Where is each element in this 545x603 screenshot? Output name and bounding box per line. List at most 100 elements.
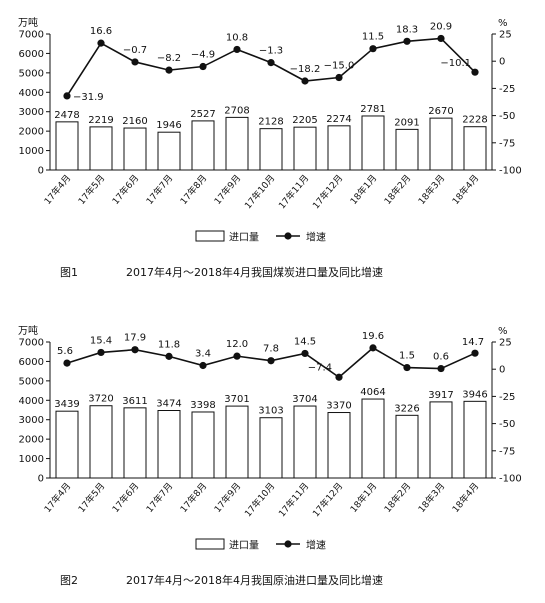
chart1-growth-point bbox=[403, 37, 411, 45]
chart1-growth-value-label: 11.5 bbox=[362, 32, 384, 43]
chart2-growth-point bbox=[369, 344, 377, 352]
chart2-bar-value-label: 3917 bbox=[428, 390, 453, 401]
chart2-growth-point bbox=[63, 359, 71, 367]
chart1-left-tick-label: 4000 bbox=[19, 88, 44, 99]
chart2-left-tick-label: 1000 bbox=[19, 454, 44, 465]
chart2-growth-value-label: 1.5 bbox=[399, 351, 415, 362]
chart2-growth-value-label: 0.6 bbox=[433, 352, 449, 363]
chart1-growth-point bbox=[199, 62, 207, 71]
chart2-left-tick-label: 4000 bbox=[19, 396, 44, 407]
chart2-growth-point bbox=[471, 349, 479, 357]
chart1-growth-value-label: −4.9 bbox=[191, 50, 215, 61]
chart2-growth-point bbox=[131, 346, 139, 354]
chart1-bar-value-label: 2228 bbox=[462, 115, 487, 126]
chart1-bar-value-label: 2781 bbox=[360, 104, 385, 115]
chart2-bar bbox=[191, 411, 215, 479]
chart1-growth-point bbox=[471, 68, 479, 76]
chart1-bar bbox=[429, 117, 453, 171]
chart2-category-label: 18年3月 bbox=[415, 480, 447, 515]
chart1-bar-value-label: 2205 bbox=[292, 115, 317, 126]
chart1-bar bbox=[327, 125, 351, 171]
chart1-category-label: 17年10月 bbox=[242, 172, 277, 211]
chart2-left-tick-label: 0 bbox=[38, 474, 44, 485]
chart1-category-label: 17年4月 bbox=[41, 172, 73, 207]
chart1-left-tick-label: 5000 bbox=[19, 68, 44, 79]
chart2-growth-value-label: 14.5 bbox=[294, 336, 316, 347]
chart1-bar-value-label: 2708 bbox=[224, 105, 249, 116]
chart1-growth-value-label: −18.2 bbox=[290, 64, 321, 75]
chart2-category-label: 18年1月 bbox=[347, 480, 379, 515]
chart2-growth-value-label: 12.0 bbox=[226, 339, 248, 350]
chart2-growth-point bbox=[233, 352, 241, 360]
chart2-right-unit: % bbox=[498, 326, 508, 337]
chart1-right-tick-label: -25 bbox=[499, 84, 515, 95]
chart1-right-tick-label: 0 bbox=[499, 57, 505, 68]
chart1-growth-value-label: 20.9 bbox=[430, 21, 452, 32]
chart1-bar-value-label: 2670 bbox=[428, 106, 453, 117]
chart2-bar bbox=[429, 401, 453, 479]
chart2-growth-value-label: 17.9 bbox=[124, 333, 146, 344]
chart2-left-unit: 万吨 bbox=[18, 324, 38, 337]
chart2-growth-point bbox=[165, 352, 173, 360]
chart2-bar-value-label: 3439 bbox=[54, 399, 79, 410]
chart2-bar bbox=[361, 398, 385, 479]
chart2-bar bbox=[259, 417, 283, 479]
chart1-category-label: 18年2月 bbox=[381, 172, 413, 207]
chart2-growth-point bbox=[437, 364, 445, 373]
chart2-growth-value-label: 7.8 bbox=[263, 344, 279, 355]
chart1-figure-label: 图1 bbox=[60, 266, 78, 279]
chart1-category-label: 17年9月 bbox=[211, 172, 243, 207]
chart1-category-label: 17年12月 bbox=[310, 172, 345, 211]
chart2-growth-point bbox=[335, 373, 343, 381]
chart1-bar bbox=[463, 126, 487, 171]
chart2-bar bbox=[395, 414, 419, 479]
chart2-legend-bar-swatch bbox=[195, 538, 225, 550]
chart2-growth-point bbox=[301, 349, 309, 358]
chart2-bar-value-label: 3704 bbox=[292, 394, 317, 405]
chart1-left-tick-label: 0 bbox=[38, 166, 44, 177]
chart1-category-label: 17年5月 bbox=[75, 172, 107, 207]
chart1-growth-value-label: 16.6 bbox=[90, 26, 112, 37]
chart1-growth-point bbox=[301, 77, 309, 85]
chart2-left-tick-label: 6000 bbox=[19, 357, 44, 368]
chart2-category-label: 17年10月 bbox=[242, 480, 277, 519]
chart2-growth-value-label: 19.6 bbox=[362, 331, 384, 342]
chart2-category-label: 17年8月 bbox=[177, 480, 209, 515]
chart2-category-label: 17年9月 bbox=[211, 480, 243, 515]
chart1-bar bbox=[293, 126, 317, 171]
chart1-bar-value-label: 1946 bbox=[156, 120, 181, 131]
chart2-category-label: 17年11月 bbox=[276, 480, 311, 519]
chart1-growth-point bbox=[97, 39, 105, 47]
chart1-bar-value-label: 2478 bbox=[54, 110, 79, 121]
chart2-left-tick-label: 3000 bbox=[19, 415, 44, 426]
chart2-right-tick-label: 0 bbox=[499, 365, 505, 376]
chart2-right-tick-label: -50 bbox=[499, 419, 515, 430]
chart1-bar-value-label: 2160 bbox=[122, 116, 147, 127]
chart2-left-tick-label: 5000 bbox=[19, 376, 44, 387]
chart1-growth-value-label: −10.1 bbox=[440, 58, 471, 69]
chart1-legend-bar-swatch bbox=[195, 230, 225, 242]
chart1-legend-bar-label: 进口量 bbox=[229, 232, 259, 244]
chart2-category-label: 17年4月 bbox=[41, 480, 73, 515]
chart1-category-label: 17年6月 bbox=[109, 172, 141, 207]
chart2-bar-value-label: 3474 bbox=[156, 399, 181, 410]
chart1-bar bbox=[157, 131, 181, 171]
chart1-legend-line-label: 增速 bbox=[306, 231, 326, 244]
chart1-left-tick-label: 1000 bbox=[19, 146, 44, 157]
chart2-figure-label: 图2 bbox=[60, 574, 78, 587]
chart1-growth-point bbox=[267, 59, 275, 67]
chart2-growth-point bbox=[199, 361, 207, 370]
chart1-bar bbox=[361, 115, 385, 171]
chart2-left-tick-label: 7000 bbox=[19, 338, 44, 349]
chart2-legend-line-marker bbox=[284, 540, 292, 548]
chart2-growth-value-label: 3.4 bbox=[195, 349, 211, 360]
chart2-growth-point bbox=[97, 348, 105, 357]
chart1-growth-point bbox=[437, 34, 445, 43]
chart2-growth-value-label: 5.6 bbox=[57, 346, 73, 357]
chart2-bar bbox=[55, 410, 79, 479]
chart1-growth-point bbox=[63, 92, 71, 100]
chart1-bar bbox=[225, 116, 249, 171]
chart2-legend-bar-label: 进口量 bbox=[229, 540, 259, 552]
chart1-growth-point bbox=[233, 45, 241, 54]
